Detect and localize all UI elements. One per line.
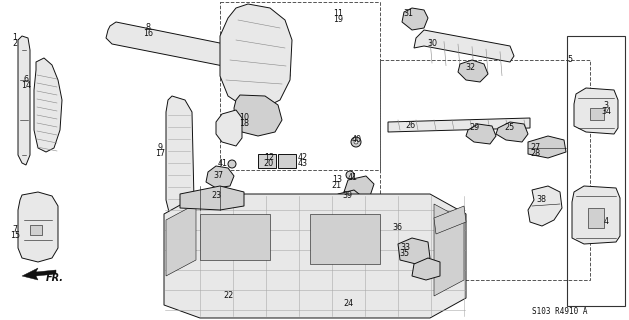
Polygon shape [18, 36, 30, 165]
Text: 38: 38 [536, 196, 546, 204]
Polygon shape [574, 88, 618, 134]
Polygon shape [234, 95, 282, 136]
Circle shape [354, 140, 358, 144]
Text: 16: 16 [143, 29, 153, 38]
Text: 10: 10 [239, 114, 249, 123]
Text: 32: 32 [465, 63, 475, 73]
Text: 2: 2 [13, 39, 18, 49]
Text: 18: 18 [239, 119, 249, 129]
Polygon shape [180, 186, 244, 210]
Text: 8: 8 [145, 23, 150, 33]
Polygon shape [458, 60, 488, 82]
Text: 4: 4 [603, 218, 608, 227]
Polygon shape [106, 22, 290, 78]
Text: 15: 15 [10, 231, 20, 241]
Text: 22: 22 [223, 291, 233, 300]
Text: 1: 1 [13, 34, 18, 43]
Text: 40: 40 [352, 135, 362, 145]
Text: 31: 31 [403, 10, 413, 19]
Text: 9: 9 [157, 143, 162, 153]
Polygon shape [166, 96, 194, 220]
Bar [590, 108, 604, 120]
Bar [220, 2, 380, 170]
Text: 27: 27 [530, 143, 540, 153]
Text: 20: 20 [264, 159, 274, 169]
Text: 6: 6 [23, 76, 28, 84]
Polygon shape [496, 122, 528, 142]
Polygon shape [34, 58, 62, 152]
Circle shape [346, 171, 354, 179]
Polygon shape [334, 190, 364, 214]
Text: 30: 30 [427, 39, 437, 49]
Circle shape [228, 160, 236, 168]
Bar [588, 208, 604, 228]
Text: 41: 41 [348, 173, 358, 182]
Polygon shape [434, 206, 466, 234]
Text: 13: 13 [332, 175, 342, 185]
Polygon shape [166, 204, 196, 276]
Polygon shape [220, 4, 292, 108]
Text: 26: 26 [405, 122, 415, 131]
Polygon shape [466, 124, 496, 144]
Text: 41: 41 [218, 158, 228, 167]
Text: 33: 33 [400, 244, 410, 252]
Bar [380, 60, 590, 280]
Text: 37: 37 [214, 172, 224, 180]
Text: 19: 19 [333, 15, 343, 25]
Polygon shape [528, 186, 562, 226]
Text: 5: 5 [567, 55, 572, 65]
Text: 21: 21 [332, 181, 342, 190]
Text: 25: 25 [504, 124, 515, 132]
Polygon shape [572, 186, 620, 244]
Polygon shape [434, 204, 464, 296]
Polygon shape [22, 268, 56, 280]
Circle shape [243, 57, 247, 61]
Text: 3: 3 [603, 101, 608, 110]
Text: S103 R4910 A: S103 R4910 A [532, 308, 587, 316]
Text: 7: 7 [13, 226, 18, 235]
Circle shape [172, 42, 177, 46]
Polygon shape [18, 192, 58, 262]
Polygon shape [412, 258, 440, 280]
Polygon shape [310, 214, 380, 264]
Polygon shape [414, 30, 514, 62]
Polygon shape [528, 136, 566, 158]
Text: 17: 17 [155, 149, 165, 158]
Text: FR.: FR. [46, 273, 64, 283]
Circle shape [351, 137, 361, 147]
Polygon shape [216, 110, 242, 146]
Bar [278, 154, 296, 168]
Text: 34: 34 [601, 108, 611, 116]
Text: 14: 14 [21, 82, 31, 91]
Text: 28: 28 [530, 149, 540, 158]
Polygon shape [398, 238, 430, 264]
Polygon shape [206, 166, 234, 188]
Text: 24: 24 [343, 299, 353, 308]
Polygon shape [388, 118, 530, 132]
Polygon shape [344, 176, 374, 200]
Text: 12: 12 [264, 154, 274, 163]
Polygon shape [200, 214, 270, 260]
Text: 35: 35 [400, 250, 410, 259]
Text: 29: 29 [470, 124, 480, 132]
Text: 43: 43 [298, 159, 308, 169]
Bar [30, 225, 42, 235]
Polygon shape [164, 194, 466, 318]
Text: 36: 36 [392, 223, 402, 233]
Circle shape [272, 65, 277, 69]
Bar [258, 154, 276, 168]
Polygon shape [402, 8, 428, 30]
Circle shape [138, 34, 143, 38]
Text: 42: 42 [298, 154, 308, 163]
Text: 11: 11 [333, 10, 343, 19]
Bar [567, 36, 625, 306]
Text: 23: 23 [211, 191, 221, 201]
Text: 39: 39 [342, 191, 352, 201]
Circle shape [208, 50, 213, 54]
